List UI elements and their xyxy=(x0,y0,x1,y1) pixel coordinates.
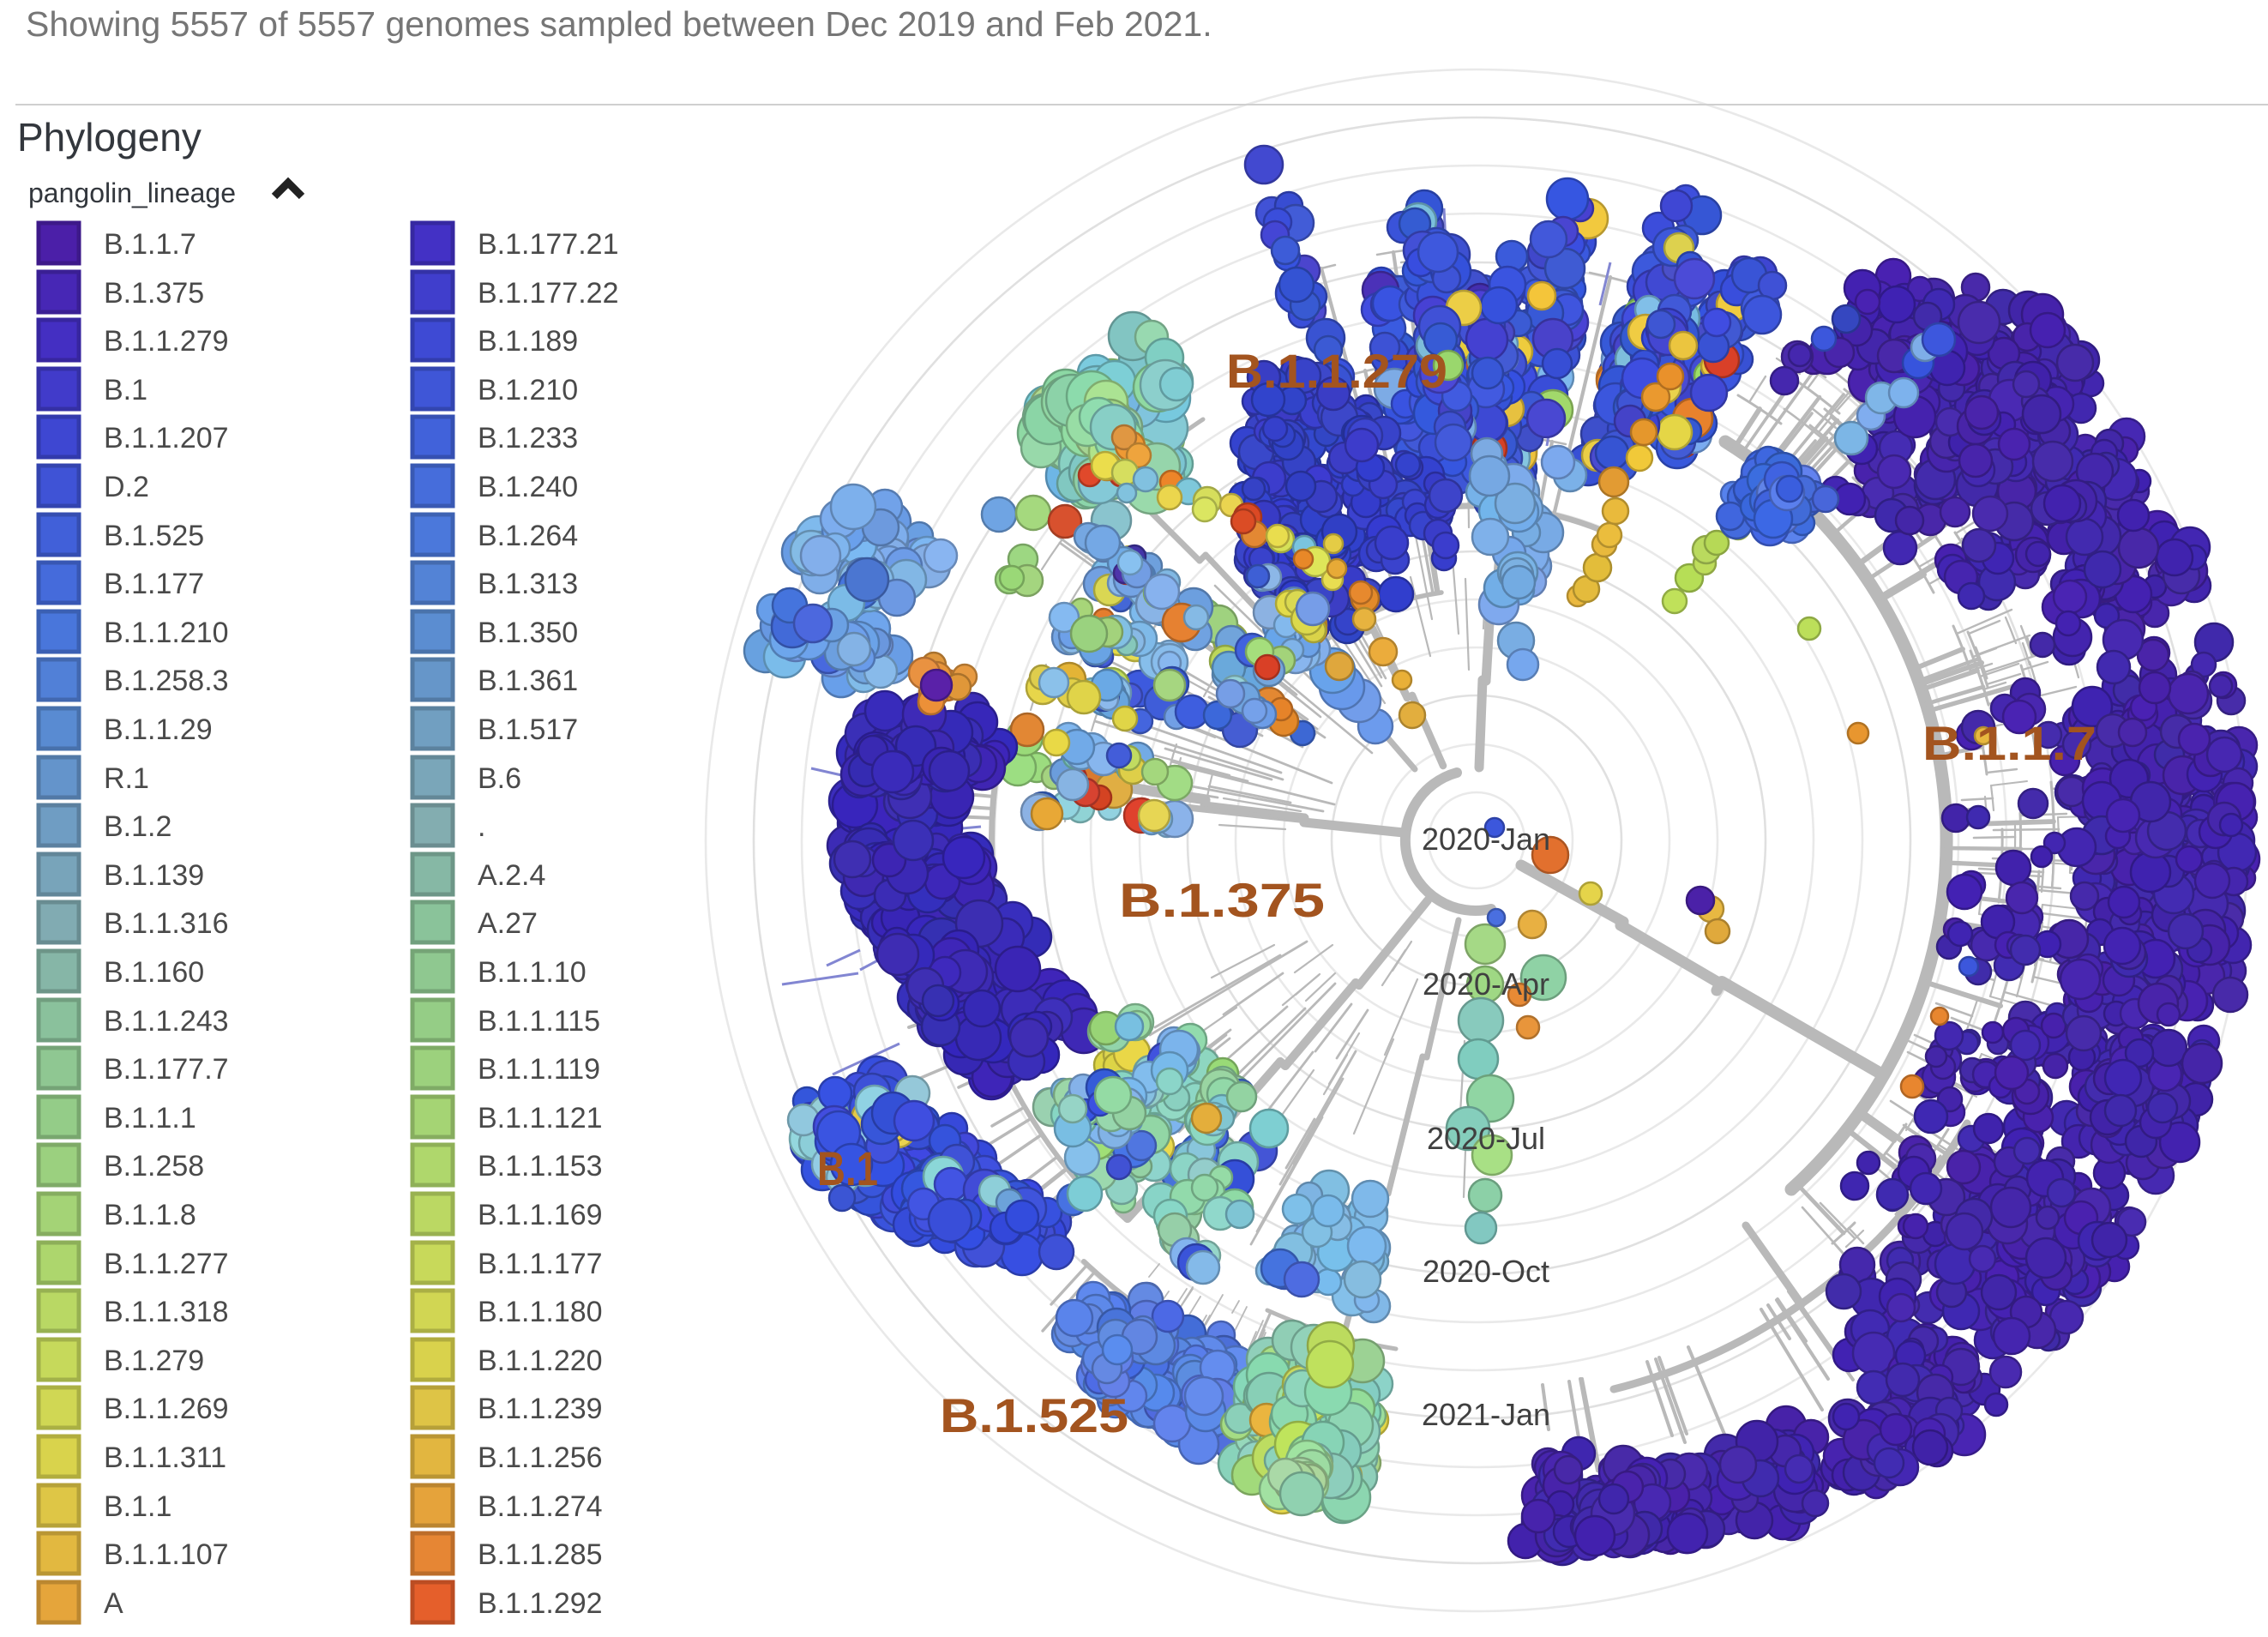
svg-text:B.1.177.7: B.1.177.7 xyxy=(104,1053,229,1086)
svg-text:B.1.279: B.1.279 xyxy=(104,1345,204,1377)
svg-text:B.1.139: B.1.139 xyxy=(104,859,204,892)
svg-text:.: . xyxy=(478,810,485,843)
svg-text:B.1.1.121: B.1.1.121 xyxy=(478,1102,603,1134)
svg-text:Phylogeny: Phylogeny xyxy=(17,115,202,159)
svg-text:B.1.525: B.1.525 xyxy=(104,520,204,552)
svg-text:B.1.1.274: B.1.1.274 xyxy=(478,1490,603,1523)
svg-text:2020-Jan: 2020-Jan xyxy=(1422,822,1550,857)
svg-text:B.1.240: B.1.240 xyxy=(478,471,578,503)
svg-text:B.1.210: B.1.210 xyxy=(478,374,578,406)
svg-text:B.1.1: B.1.1 xyxy=(104,1490,171,1523)
svg-text:B.1.1.256: B.1.1.256 xyxy=(478,1441,603,1474)
svg-text:B.1.375: B.1.375 xyxy=(1119,873,1325,927)
svg-text:B.1.1.107: B.1.1.107 xyxy=(104,1538,229,1571)
svg-text:B.1.1.1: B.1.1.1 xyxy=(104,1102,196,1134)
svg-text:B.1.1.153: B.1.1.153 xyxy=(478,1150,603,1183)
svg-text:A.27: A.27 xyxy=(478,907,538,940)
svg-text:B.1.1.119: B.1.1.119 xyxy=(478,1053,600,1086)
svg-text:B.1.1.311: B.1.1.311 xyxy=(104,1441,226,1474)
svg-text:B.1.177: B.1.177 xyxy=(104,568,204,600)
svg-text:B.1.517: B.1.517 xyxy=(478,713,578,746)
svg-text:R.1: R.1 xyxy=(104,762,149,795)
svg-text:B.1.177.21: B.1.177.21 xyxy=(478,228,618,261)
svg-text:B.1.1.115: B.1.1.115 xyxy=(478,1005,600,1038)
svg-text:B.1.313: B.1.313 xyxy=(478,568,578,600)
svg-text:B.1.1.8: B.1.1.8 xyxy=(104,1199,196,1231)
svg-text:B.1.525: B.1.525 xyxy=(940,1388,1128,1442)
svg-text:D.2: D.2 xyxy=(104,471,149,503)
svg-text:pangolin_lineage: pangolin_lineage xyxy=(28,178,236,208)
svg-text:B.1.258: B.1.258 xyxy=(104,1150,204,1183)
svg-text:B.1.375: B.1.375 xyxy=(104,277,204,310)
svg-text:2021-Jan: 2021-Jan xyxy=(1422,1397,1550,1432)
svg-text:B.1.1.7: B.1.1.7 xyxy=(1922,716,2097,770)
svg-text:B.1.1.243: B.1.1.243 xyxy=(104,1005,229,1038)
svg-text:B.1.258.3: B.1.258.3 xyxy=(104,665,229,697)
svg-text:B.1.1.285: B.1.1.285 xyxy=(478,1538,603,1571)
svg-text:B.1.361: B.1.361 xyxy=(478,665,578,697)
svg-text:A.2.4: A.2.4 xyxy=(478,859,545,892)
svg-text:B.1.1.277: B.1.1.277 xyxy=(104,1248,229,1280)
svg-text:B.1.1.29: B.1.1.29 xyxy=(104,713,213,746)
svg-text:2020-Apr: 2020-Apr xyxy=(1423,966,1549,1002)
svg-text:B.1.1.7: B.1.1.7 xyxy=(104,228,196,261)
svg-text:B.1.189: B.1.189 xyxy=(478,325,578,358)
svg-text:B.1.1.220: B.1.1.220 xyxy=(478,1345,603,1377)
svg-text:B.1.1.279: B.1.1.279 xyxy=(1226,344,1447,398)
svg-text:B.1.233: B.1.233 xyxy=(478,422,578,454)
svg-text:2020-Jul: 2020-Jul xyxy=(1427,1121,1545,1156)
svg-text:B.1.1.292: B.1.1.292 xyxy=(478,1587,603,1620)
svg-text:2020-Oct: 2020-Oct xyxy=(1423,1254,1549,1289)
svg-text:B.1.1.177: B.1.1.177 xyxy=(478,1248,603,1280)
svg-text:B.1.1.318: B.1.1.318 xyxy=(104,1296,229,1328)
svg-text:B.1.1.10: B.1.1.10 xyxy=(478,956,587,989)
svg-text:B.1.350: B.1.350 xyxy=(478,617,578,649)
svg-text:B.1.1.279: B.1.1.279 xyxy=(104,325,229,358)
svg-text:B.6: B.6 xyxy=(478,762,521,795)
svg-text:B.1.160: B.1.160 xyxy=(104,956,204,989)
svg-text:B.1.2: B.1.2 xyxy=(104,810,171,843)
svg-text:B.1.1.210: B.1.1.210 xyxy=(104,617,229,649)
svg-text:B.1.1.207: B.1.1.207 xyxy=(104,422,229,454)
svg-text:B.1.1.269: B.1.1.269 xyxy=(104,1393,229,1425)
svg-text:B.1.1.239: B.1.1.239 xyxy=(478,1393,603,1425)
svg-text:B.1.1.180: B.1.1.180 xyxy=(478,1296,603,1328)
svg-text:B.1.264: B.1.264 xyxy=(478,520,578,552)
svg-text:B.1.1.169: B.1.1.169 xyxy=(478,1199,603,1231)
svg-text:B.1: B.1 xyxy=(817,1141,878,1195)
svg-text:Showing 5557 of 5557 genomes s: Showing 5557 of 5557 genomes sampled bet… xyxy=(26,4,1212,44)
svg-text:B.1.1.316: B.1.1.316 xyxy=(104,907,229,940)
svg-text:B.1: B.1 xyxy=(104,374,147,406)
svg-text:B.1.177.22: B.1.177.22 xyxy=(478,277,618,310)
svg-text:A: A xyxy=(104,1587,123,1620)
